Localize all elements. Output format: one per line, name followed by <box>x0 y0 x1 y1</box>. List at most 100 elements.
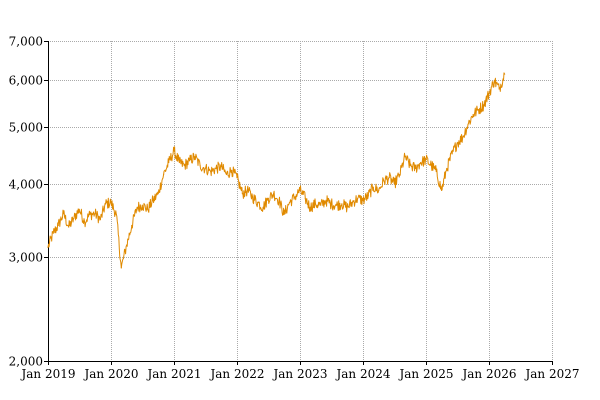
x-tick-label: Jan 2025 <box>397 367 453 381</box>
data-point <box>147 208 149 210</box>
data-point <box>304 197 306 199</box>
data-point <box>346 206 348 208</box>
axes <box>44 41 553 365</box>
data-point <box>236 177 238 179</box>
data-point <box>393 183 395 185</box>
data-point <box>215 167 217 170</box>
data-point <box>472 113 474 116</box>
data-point <box>425 159 427 161</box>
data-point <box>441 189 443 191</box>
data-point <box>136 206 138 208</box>
data-point <box>194 156 196 158</box>
data-point <box>199 164 201 167</box>
x-tick-label: Jan 2019 <box>19 367 75 381</box>
data-point <box>288 201 291 204</box>
data-point <box>388 177 390 179</box>
data-point <box>420 161 422 164</box>
data-point <box>231 169 233 171</box>
data-point <box>404 156 406 158</box>
data-point <box>241 193 243 195</box>
data-point <box>430 164 432 167</box>
data-point <box>330 203 332 205</box>
data-point <box>294 196 296 198</box>
x-tick-label: Jan 2024 <box>334 367 390 381</box>
data-point <box>435 170 437 173</box>
data-point <box>157 193 159 195</box>
data-point <box>252 196 254 198</box>
data-point <box>210 170 212 173</box>
y-tick-label: 3,000 <box>9 251 43 265</box>
data-point <box>183 164 185 167</box>
data-point <box>415 167 417 170</box>
data-point <box>278 199 280 201</box>
series-layer <box>47 72 506 269</box>
data-point <box>477 109 480 111</box>
grid-lines <box>48 41 553 362</box>
y-tick-label: 2,000 <box>9 355 43 369</box>
data-point <box>99 218 101 221</box>
data-point <box>173 150 175 152</box>
data-point <box>168 161 170 164</box>
data-point <box>115 213 117 215</box>
data-point <box>446 167 448 170</box>
data-point <box>131 224 133 227</box>
data-point <box>126 244 128 246</box>
x-axis-tick-labels: Jan 2019 Jan 2020 Jan 2021 Jan 2022 Jan 2023… <box>19 367 579 381</box>
data-point <box>378 189 380 191</box>
data-point <box>110 201 112 204</box>
data-point <box>498 88 500 90</box>
data-point <box>73 217 75 219</box>
data-point <box>336 204 338 206</box>
series-line <box>47 72 506 269</box>
y-axis-tick-labels: 2,000 3,000 4,000 5,000 6,000 7,000 <box>9 35 43 369</box>
data-point <box>105 203 107 205</box>
data-point <box>273 193 275 195</box>
data-point <box>178 161 180 164</box>
data-point <box>456 142 458 144</box>
data-point <box>89 213 91 215</box>
data-point <box>220 166 222 168</box>
data-point <box>399 173 401 176</box>
data-point <box>246 189 248 191</box>
data-point <box>462 136 464 138</box>
x-tick-label: Jan 2026 <box>460 367 516 381</box>
data-point <box>225 173 228 176</box>
data-point <box>68 226 70 228</box>
data-point <box>483 104 485 106</box>
data-point <box>493 79 495 81</box>
data-point <box>257 201 259 204</box>
y-tick-label: 4,000 <box>9 178 43 192</box>
data-point <box>325 199 327 201</box>
y-tick-label: 7,000 <box>9 35 43 49</box>
data-point <box>451 153 453 155</box>
data-point <box>120 267 122 269</box>
data-point <box>78 208 80 210</box>
data-point <box>204 167 206 170</box>
data-point <box>504 73 506 75</box>
x-tick-label: Jan 2021 <box>145 367 201 381</box>
data-point <box>409 164 411 167</box>
x-tick-label: Jan 2020 <box>82 367 138 381</box>
data-point <box>189 160 191 162</box>
data-point <box>351 201 353 204</box>
x-tick-label: Jan 2023 <box>271 367 327 381</box>
data-point <box>283 213 285 215</box>
data-point <box>309 206 311 208</box>
data-point <box>299 189 301 191</box>
data-point <box>52 232 54 234</box>
data-point <box>372 186 374 188</box>
data-point <box>357 197 359 199</box>
y-tick-label: 5,000 <box>9 121 43 135</box>
data-point <box>367 195 369 197</box>
data-point <box>341 203 343 205</box>
data-point <box>314 203 317 205</box>
y-tick-label: 6,000 <box>9 74 43 88</box>
data-point <box>84 221 86 223</box>
data-point <box>163 173 165 176</box>
data-point <box>383 180 385 182</box>
data-point <box>262 206 264 208</box>
data-point <box>488 92 490 95</box>
data-point <box>362 199 364 201</box>
data-point <box>47 246 49 248</box>
